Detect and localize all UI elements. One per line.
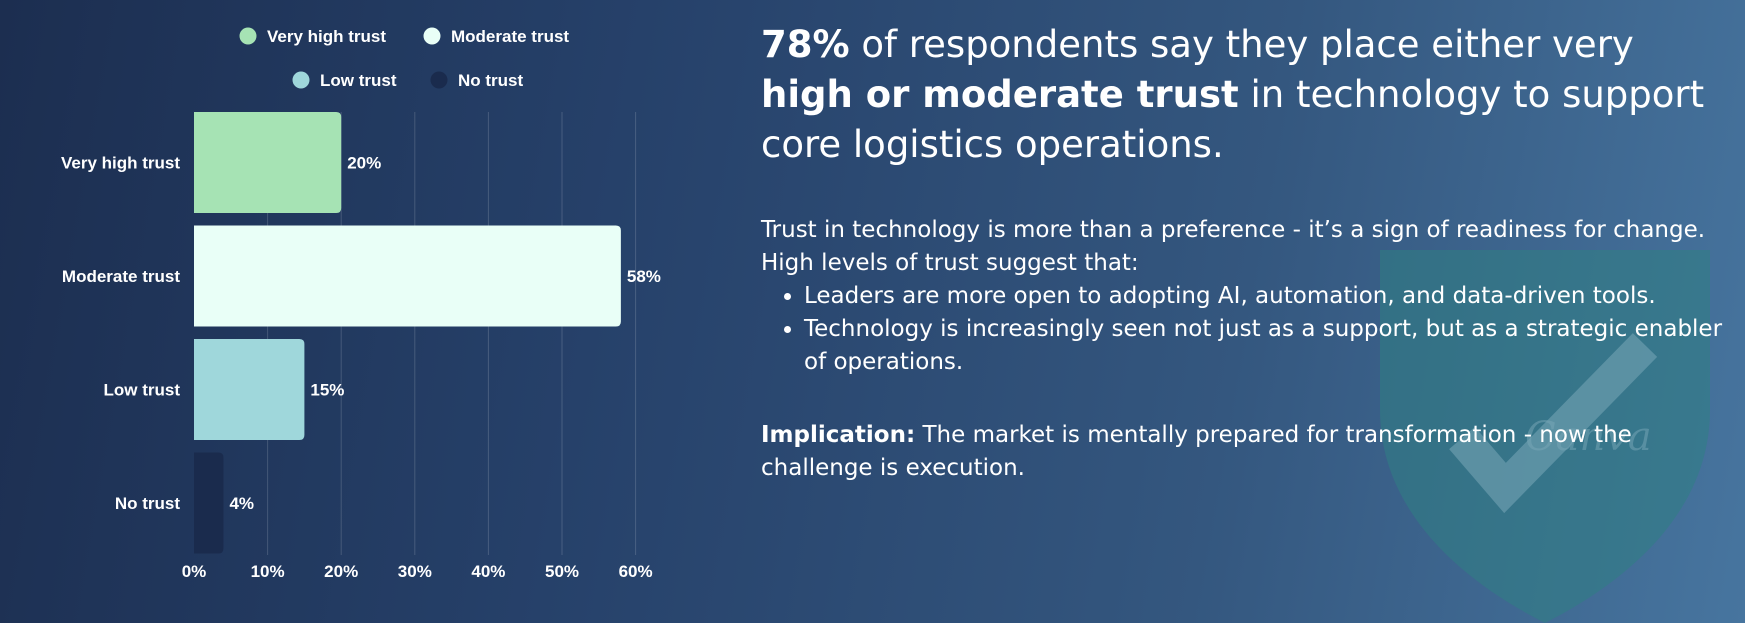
category-label: Low trust bbox=[104, 381, 181, 400]
legend-swatch bbox=[430, 71, 448, 89]
chart-grid bbox=[267, 112, 637, 555]
category-label: Moderate trust bbox=[62, 267, 180, 286]
value-label: 58% bbox=[627, 267, 661, 286]
headline-highlight-trust: high or moderate trust bbox=[761, 73, 1239, 116]
legend-label: Moderate trust bbox=[451, 27, 569, 46]
value-label: 20% bbox=[347, 154, 381, 173]
headline-text-2: in technology to support core logistics … bbox=[761, 73, 1705, 166]
legend-label: No trust bbox=[458, 71, 524, 90]
legend-swatch bbox=[292, 71, 310, 89]
bullet-item: Leaders are more open to adopting AI, au… bbox=[804, 280, 1731, 313]
x-axis-ticks: 0% 10% 20% 30% 40% 50% 60% bbox=[182, 562, 653, 581]
bar bbox=[194, 112, 342, 213]
implication-text: The market is mentally prepared for tran… bbox=[761, 422, 1632, 481]
bullet-item: Technology is increasingly seen not just… bbox=[804, 313, 1731, 379]
legend-swatch bbox=[423, 27, 441, 45]
bar bbox=[194, 452, 224, 554]
tick-label: 60% bbox=[619, 562, 653, 581]
tick-label: 0% bbox=[182, 562, 207, 581]
watermark-shield-icon: Canva bbox=[1380, 250, 1710, 623]
implication: Implication: The market is mentally prep… bbox=[761, 419, 1731, 485]
bar bbox=[194, 339, 305, 440]
bullet-list: Leaders are more open to adopting AI, au… bbox=[761, 280, 1731, 379]
value-labels: 20% 58% 15% 4% bbox=[229, 154, 660, 514]
body-intro: Trust in technology is more than a prefe… bbox=[761, 217, 1706, 276]
category-labels: Very high trust Moderate trust Low trust No… bbox=[61, 154, 180, 514]
category-label: Very high trust bbox=[61, 154, 180, 173]
value-label: 15% bbox=[310, 381, 344, 400]
tick-label: 10% bbox=[251, 562, 285, 581]
legend-label: Low trust bbox=[320, 71, 397, 90]
legend-label: Very high trust bbox=[267, 27, 386, 46]
implication-label: Implication: bbox=[761, 422, 916, 448]
tick-label: 40% bbox=[471, 562, 505, 581]
insight-panel: 78% of respondents say they place either… bbox=[761, 20, 1731, 485]
tick-label: 50% bbox=[545, 562, 579, 581]
chart-legend: Very high trust Moderate trust Low trust No… bbox=[239, 27, 569, 90]
chart-bars bbox=[194, 112, 621, 554]
value-label: 4% bbox=[229, 494, 254, 513]
headline-highlight-percent: 78% bbox=[761, 23, 850, 66]
category-label: No trust bbox=[115, 494, 181, 513]
tick-label: 30% bbox=[398, 562, 432, 581]
bar-chart: Very high trust Moderate trust Low trust No… bbox=[61, 27, 661, 581]
tick-label: 20% bbox=[324, 562, 358, 581]
legend-swatch bbox=[239, 27, 257, 45]
headline: 78% of respondents say they place either… bbox=[761, 20, 1731, 170]
bar bbox=[194, 225, 621, 327]
headline-text-1: of respondents say they place either ver… bbox=[849, 23, 1634, 66]
watermark-text: Canva bbox=[1525, 414, 1652, 460]
